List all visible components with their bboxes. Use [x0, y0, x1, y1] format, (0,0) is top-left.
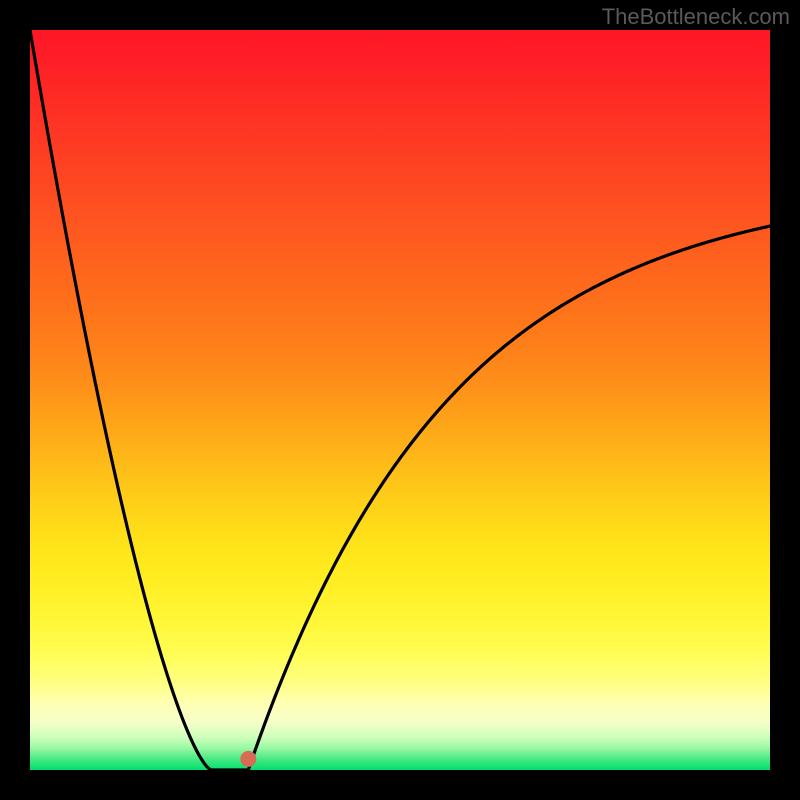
bottleneck-chart [0, 0, 800, 800]
chart-container: TheBottleneck.com [0, 0, 800, 800]
attribution-text: TheBottleneck.com [602, 4, 790, 30]
recommended-point-marker [240, 751, 256, 767]
plot-background-gradient [30, 30, 770, 770]
